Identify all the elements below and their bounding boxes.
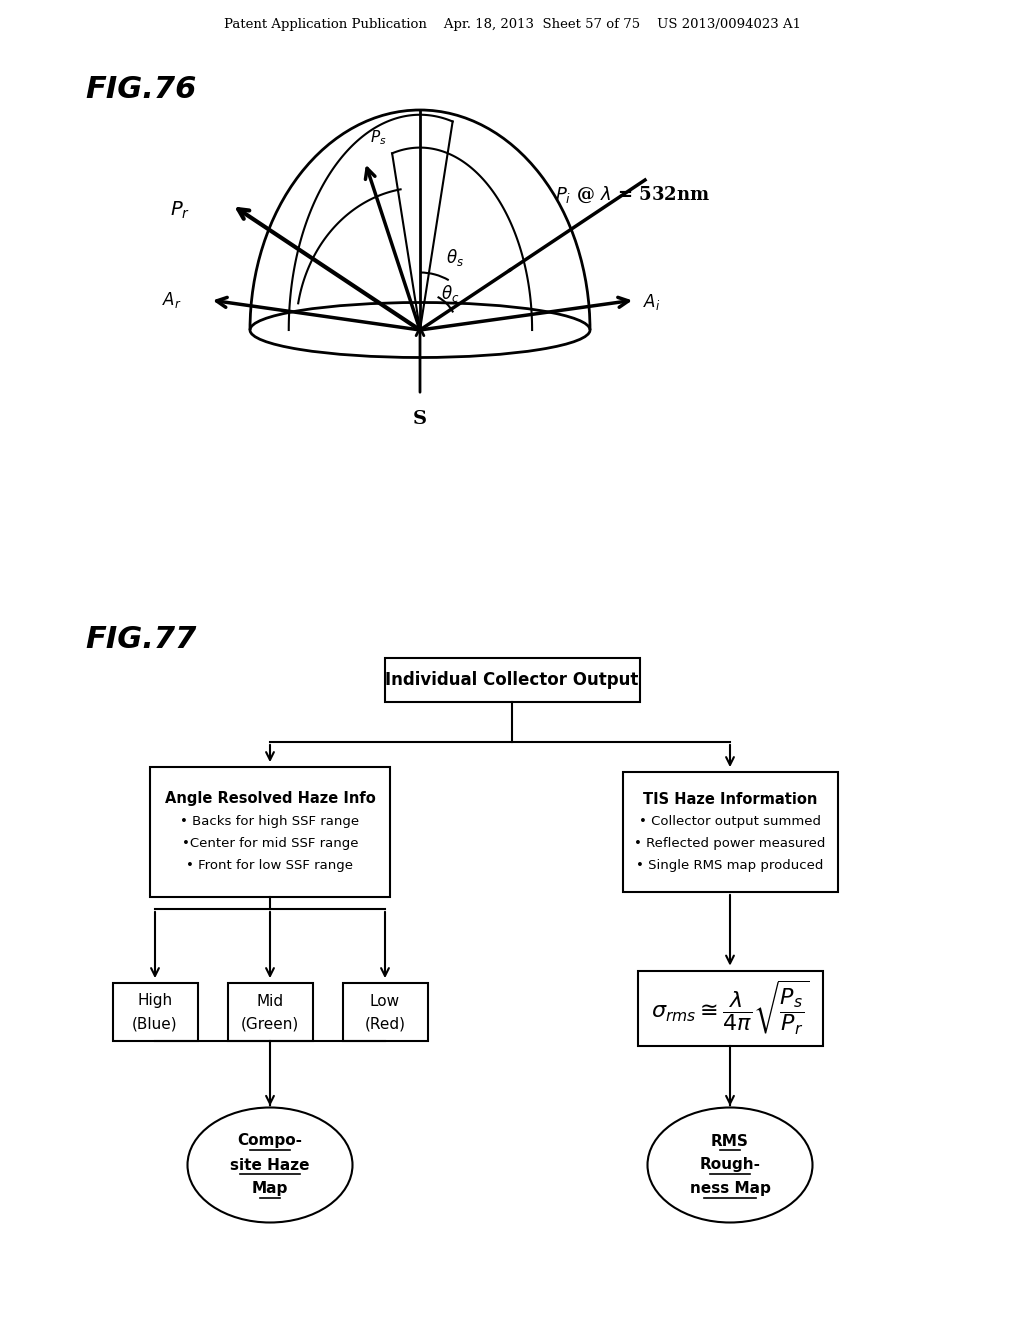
Text: $A_r$: $A_r$ [162, 290, 182, 310]
Text: RMS: RMS [711, 1134, 749, 1148]
Text: Compo-: Compo- [238, 1134, 302, 1148]
Text: (Blue): (Blue) [132, 1016, 178, 1031]
Text: Low: Low [370, 994, 400, 1008]
Ellipse shape [187, 1107, 352, 1222]
Text: $\theta_c$: $\theta_c$ [440, 284, 459, 305]
Text: $\sigma_{rms} \cong \dfrac{\lambda}{4\pi}\sqrt{\dfrac{P_s}{P_r}}$: $\sigma_{rms} \cong \dfrac{\lambda}{4\pi… [650, 978, 809, 1038]
Text: • Front for low SSF range: • Front for low SSF range [186, 858, 353, 871]
Text: FIG.77: FIG.77 [85, 624, 197, 653]
Text: $A_i$: $A_i$ [643, 292, 660, 312]
Text: • Collector output summed: • Collector output summed [639, 814, 821, 828]
Text: High: High [137, 994, 173, 1008]
Text: (Red): (Red) [365, 1016, 406, 1031]
Text: •Center for mid SSF range: •Center for mid SSF range [181, 837, 358, 850]
Text: $P_s$: $P_s$ [370, 128, 386, 148]
Text: $\theta_s$: $\theta_s$ [446, 247, 464, 268]
Text: • Reflected power measured: • Reflected power measured [634, 837, 825, 850]
Text: FIG.76: FIG.76 [85, 75, 197, 104]
FancyBboxPatch shape [623, 772, 838, 892]
Text: ness Map: ness Map [689, 1181, 770, 1196]
FancyBboxPatch shape [227, 983, 312, 1041]
Text: Patent Application Publication    Apr. 18, 2013  Sheet 57 of 75    US 2013/00940: Patent Application Publication Apr. 18, … [223, 18, 801, 30]
FancyBboxPatch shape [384, 657, 640, 702]
Text: Individual Collector Output: Individual Collector Output [385, 671, 639, 689]
FancyBboxPatch shape [638, 970, 822, 1045]
Text: Angle Resolved Haze Info: Angle Resolved Haze Info [165, 792, 376, 807]
Text: Mid: Mid [256, 994, 284, 1008]
Text: $P_r$: $P_r$ [170, 199, 190, 220]
FancyBboxPatch shape [342, 983, 427, 1041]
Text: • Backs for high SSF range: • Backs for high SSF range [180, 814, 359, 828]
FancyBboxPatch shape [113, 983, 198, 1041]
Text: • Single RMS map produced: • Single RMS map produced [636, 858, 823, 871]
Text: Map: Map [252, 1181, 288, 1196]
Text: (Green): (Green) [241, 1016, 299, 1031]
Ellipse shape [647, 1107, 812, 1222]
Text: TIS Haze Information: TIS Haze Information [643, 792, 817, 807]
Text: S: S [413, 411, 427, 428]
Text: $P_i$ @ $\lambda$ = 532nm: $P_i$ @ $\lambda$ = 532nm [555, 185, 710, 205]
FancyBboxPatch shape [150, 767, 390, 898]
Text: site Haze: site Haze [230, 1158, 309, 1172]
Text: Rough-: Rough- [699, 1158, 761, 1172]
